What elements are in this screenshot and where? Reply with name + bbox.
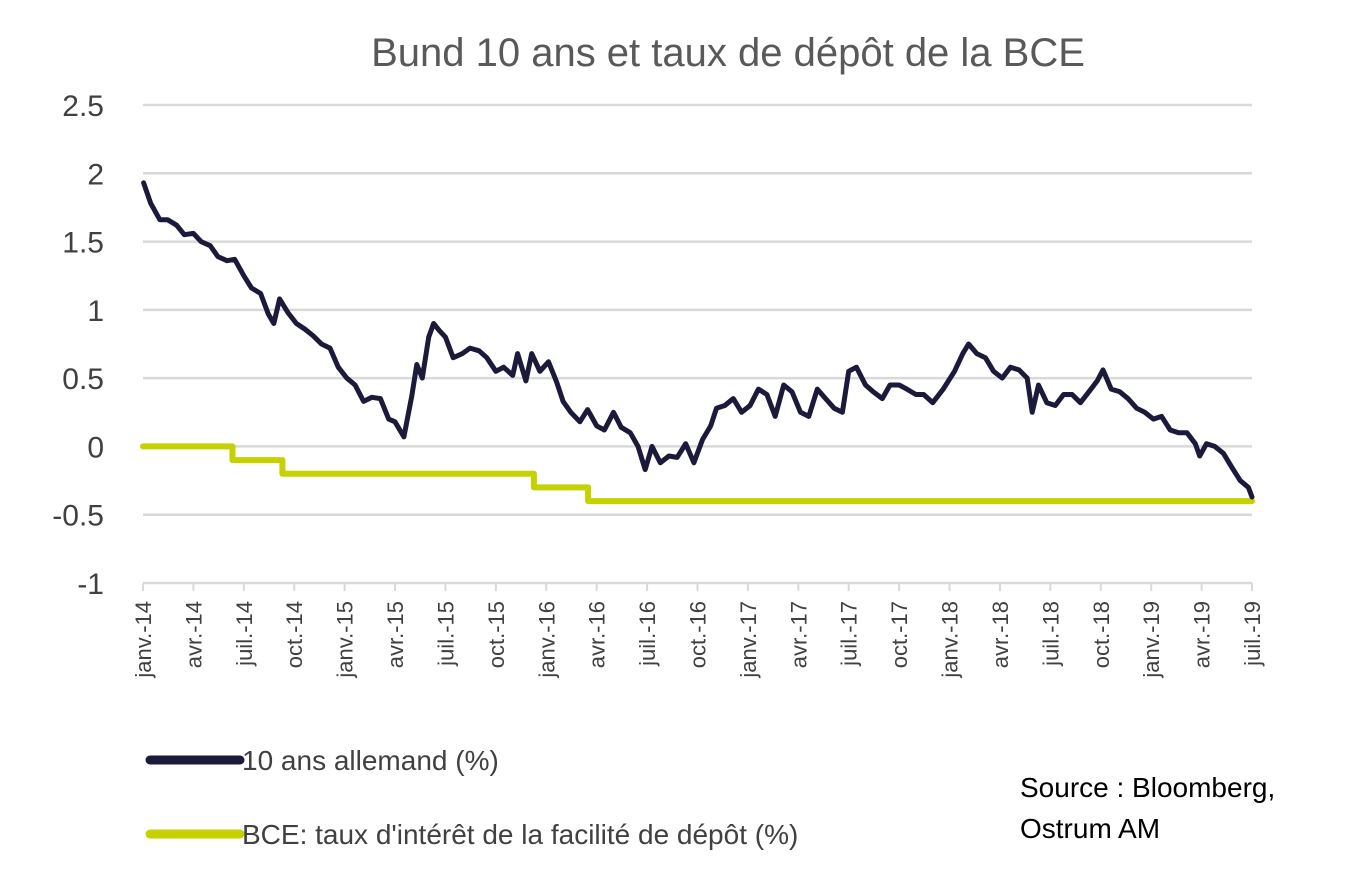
x-tick-label: janv.-15: [333, 601, 358, 679]
x-tick-label: janv.-19: [1139, 601, 1164, 679]
x-tick-label: juil.-16: [635, 601, 660, 667]
x-tick-label: oct.-15: [484, 601, 509, 668]
y-tick-label: 0: [87, 431, 104, 464]
x-tick-label: oct.-16: [686, 601, 711, 668]
x-tick-label: avr.-14: [181, 601, 206, 668]
x-tick-label: oct.-14: [282, 601, 307, 668]
x-tick-label: juil.-18: [1038, 601, 1063, 667]
y-tick-label: 2.5: [62, 90, 104, 123]
y-tick-label: 2: [87, 158, 104, 191]
x-tick-label: janv.-18: [938, 601, 963, 679]
source-note: Source : Bloomberg, Ostrum AM: [1020, 772, 1275, 844]
x-tick-label: avr.-17: [786, 601, 811, 668]
legend-label-bce: BCE: taux d'intérêt de la facilité de dé…: [242, 819, 798, 850]
x-tick-label: janv.-14: [131, 601, 156, 679]
y-tick-label: 1.5: [62, 227, 104, 260]
series-line-bce: [140, 443, 1255, 505]
y-axis-ticks: 2.5 2 1.5 1 0.5 0 -0.5 -1: [52, 90, 104, 601]
x-axis-ticks: janv.-14 avr.-14 juil.-14 oct.-14 janv.-15 av…: [131, 583, 1265, 679]
x-tick-label: avr.-15: [383, 601, 408, 668]
y-tick-label: -1: [77, 568, 104, 601]
x-tick-label: oct.-18: [1089, 601, 1114, 668]
y-tick-label: 0.5: [62, 363, 104, 396]
legend: 10 ans allemand (%) BCE: taux d'intérêt …: [145, 745, 798, 850]
x-tick-label: oct.-17: [887, 601, 912, 668]
chart-title: Bund 10 ans et taux de dépôt de la BCE: [371, 31, 1085, 75]
source-line-1: Source : Bloomberg,: [1020, 772, 1275, 803]
source-line-2: Ostrum AM: [1020, 813, 1160, 844]
legend-label-bund: 10 ans allemand (%): [242, 745, 499, 776]
x-tick-label: juil.-17: [837, 601, 862, 667]
x-tick-label: avr.-18: [988, 601, 1013, 668]
x-tick-label: avr.-16: [585, 601, 610, 668]
series-line-bund: [141, 180, 1255, 500]
x-tick-label: janv.-16: [534, 601, 559, 679]
x-tick-label: juil.-14: [232, 601, 257, 667]
x-tick-label: avr.-19: [1190, 601, 1215, 668]
series-lines: [140, 180, 1255, 505]
y-tick-label: 1: [87, 295, 104, 328]
y-tick-label: -0.5: [52, 500, 104, 533]
x-tick-label: juil.-19: [1240, 601, 1265, 667]
x-tick-label: juil.-15: [433, 601, 458, 667]
x-tick-label: janv.-17: [736, 601, 761, 679]
